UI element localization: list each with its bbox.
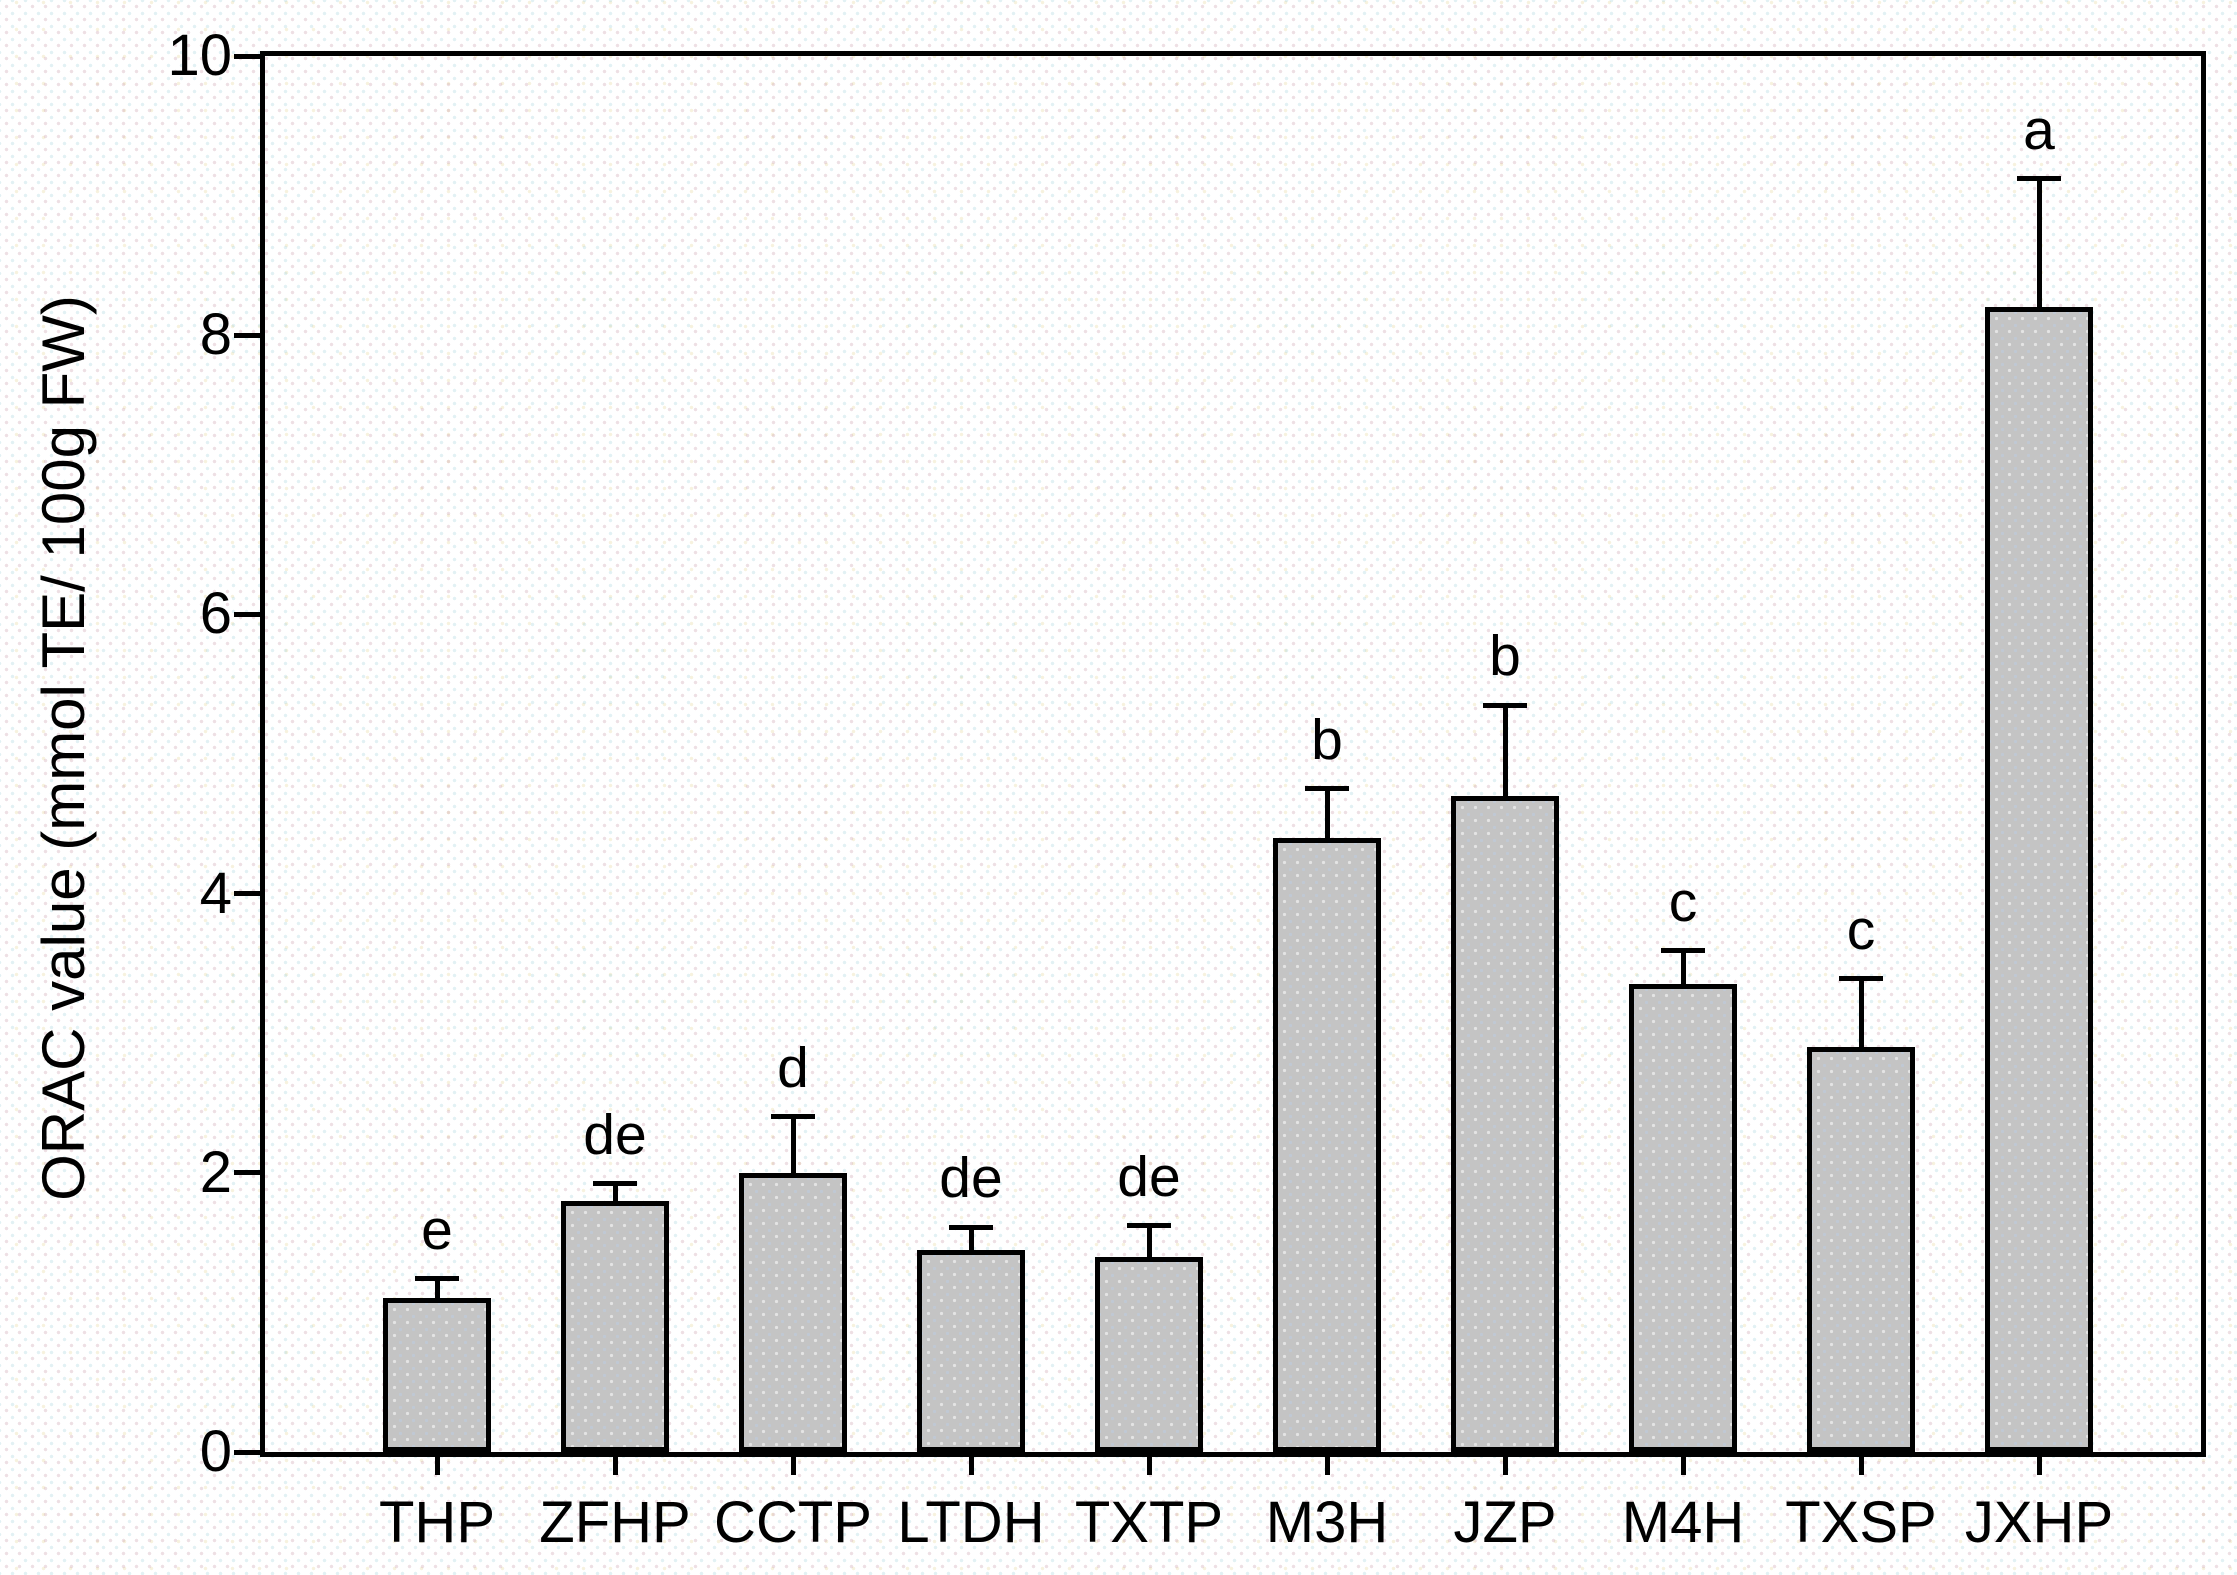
error-bar-cap	[415, 1276, 459, 1282]
x-category-label: M3H	[1265, 1490, 1389, 1555]
x-category-label: TXTP	[1074, 1490, 1224, 1555]
error-bar-line	[1146, 1225, 1152, 1257]
significance-letter: b	[1489, 624, 1521, 689]
bar	[1095, 1256, 1203, 1452]
x-axis-tick	[1324, 1457, 1330, 1475]
y-tick-label: 2	[199, 1139, 232, 1205]
plot-area: e de d de de b b c c a	[260, 51, 2206, 1457]
bar	[561, 1200, 669, 1452]
error-bar-line	[1324, 788, 1330, 838]
y-tick-label: 4	[199, 860, 232, 926]
bar	[1273, 837, 1381, 1452]
significance-letter: e	[421, 1197, 453, 1262]
x-category-label: LTDH	[897, 1490, 1045, 1555]
x-axis-tick	[1680, 1457, 1686, 1475]
significance-letter: a	[2023, 97, 2055, 162]
y-tick-label: 6	[199, 581, 232, 647]
bar	[1451, 795, 1559, 1452]
y-axis-tick	[234, 611, 260, 617]
y-tick-label: 8	[199, 302, 232, 368]
bar	[383, 1298, 491, 1452]
x-category-label: M4H	[1621, 1490, 1745, 1555]
error-bar-cap	[1839, 976, 1883, 982]
y-tick-label: 10	[167, 23, 232, 88]
error-bar-cap	[1483, 702, 1527, 708]
error-bar-cap	[771, 1114, 815, 1120]
x-category-label: TXSP	[1785, 1490, 1937, 1555]
error-bar-line	[612, 1183, 618, 1201]
x-axis-tick	[1502, 1457, 1508, 1475]
significance-letter: d	[777, 1035, 809, 1100]
error-bar-line	[968, 1227, 974, 1250]
error-bar-line	[1858, 978, 1864, 1048]
significance-letter: b	[1311, 707, 1343, 772]
significance-letter: de	[939, 1146, 1003, 1211]
x-category-label: ZFHP	[539, 1490, 691, 1555]
error-bar-cap	[1661, 948, 1705, 954]
y-axis-tick	[234, 332, 260, 338]
x-axis-tick	[1858, 1457, 1864, 1475]
significance-letter: de	[1117, 1144, 1181, 1209]
bar	[917, 1249, 1025, 1452]
x-category-label: JXHP	[1964, 1490, 2114, 1555]
error-bar-line	[434, 1278, 440, 1299]
x-axis-tick	[1146, 1457, 1152, 1475]
bar	[739, 1172, 847, 1452]
bar	[1807, 1047, 1915, 1452]
error-bar-line	[1502, 705, 1508, 796]
error-bar-cap	[2017, 176, 2061, 182]
error-bar-cap	[1127, 1223, 1171, 1229]
x-category-label: THP	[379, 1490, 495, 1555]
significance-letter: c	[1668, 869, 1698, 934]
significance-letter: de	[583, 1102, 647, 1167]
y-axis-tick	[234, 1170, 260, 1176]
bar	[1629, 984, 1737, 1452]
x-axis-tick	[790, 1457, 796, 1475]
error-bar-cap	[593, 1181, 637, 1187]
x-axis-tick	[2036, 1457, 2042, 1475]
error-bar-cap	[949, 1224, 993, 1230]
error-bar-cap	[1305, 786, 1349, 792]
y-axis-tick	[234, 1449, 260, 1455]
y-axis-tick	[234, 53, 260, 59]
error-bar-line	[2036, 178, 2042, 308]
x-axis-tick	[968, 1457, 974, 1475]
y-axis-tick	[234, 891, 260, 897]
x-category-label: CCTP	[714, 1490, 872, 1555]
error-bar-line	[790, 1116, 796, 1173]
bar	[1985, 307, 2093, 1452]
x-axis-tick	[612, 1457, 618, 1475]
error-bar-line	[1680, 950, 1686, 985]
significance-letter: c	[1846, 897, 1876, 962]
y-tick-label: 0	[199, 1419, 232, 1484]
x-axis-tick	[434, 1457, 440, 1475]
x-category-label: JZP	[1453, 1490, 1557, 1555]
